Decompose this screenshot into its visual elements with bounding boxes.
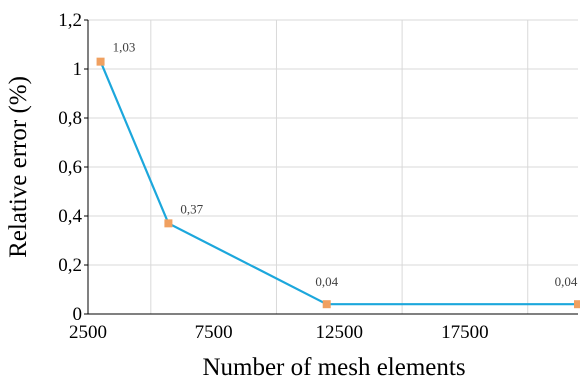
tick-labels: 0 0,2 0,4 0,6 0,8 1 1,2 2500 7500 12500 17500	[58, 10, 488, 343]
data-label: 0,04	[315, 274, 338, 289]
x-tick-label: 7500	[195, 322, 233, 343]
y-tick-label: 0,4	[58, 206, 82, 227]
y-tick-label: 0	[73, 304, 83, 325]
data-labels: 1,03 0,37 0,04 0,04	[113, 40, 578, 290]
series	[96, 57, 580, 309]
gridlines	[88, 19, 578, 314]
y-tick-label: 1	[73, 59, 83, 80]
data-label: 0,37	[180, 201, 203, 216]
data-point-marker	[96, 57, 105, 66]
data-point-marker	[574, 300, 580, 309]
series-line	[99, 61, 578, 306]
x-tick-label: 2500	[69, 322, 107, 343]
axes	[84, 19, 578, 315]
y-tick-label: 0,2	[58, 255, 82, 276]
data-point-marker	[322, 300, 331, 309]
y-tick-label: 1,2	[58, 10, 82, 31]
data-label: 0,04	[555, 274, 578, 289]
data-label: 1,03	[113, 40, 136, 55]
x-axis-title: Number of mesh elements	[202, 354, 465, 381]
x-tick-label: 17500	[441, 322, 489, 343]
data-point-marker	[164, 219, 173, 228]
x-tick-label: 12500	[316, 322, 364, 343]
y-tick-label: 0,6	[58, 157, 82, 178]
y-tick-label: 0,8	[58, 108, 82, 129]
y-axis-title: Relative error (%)	[5, 76, 32, 258]
